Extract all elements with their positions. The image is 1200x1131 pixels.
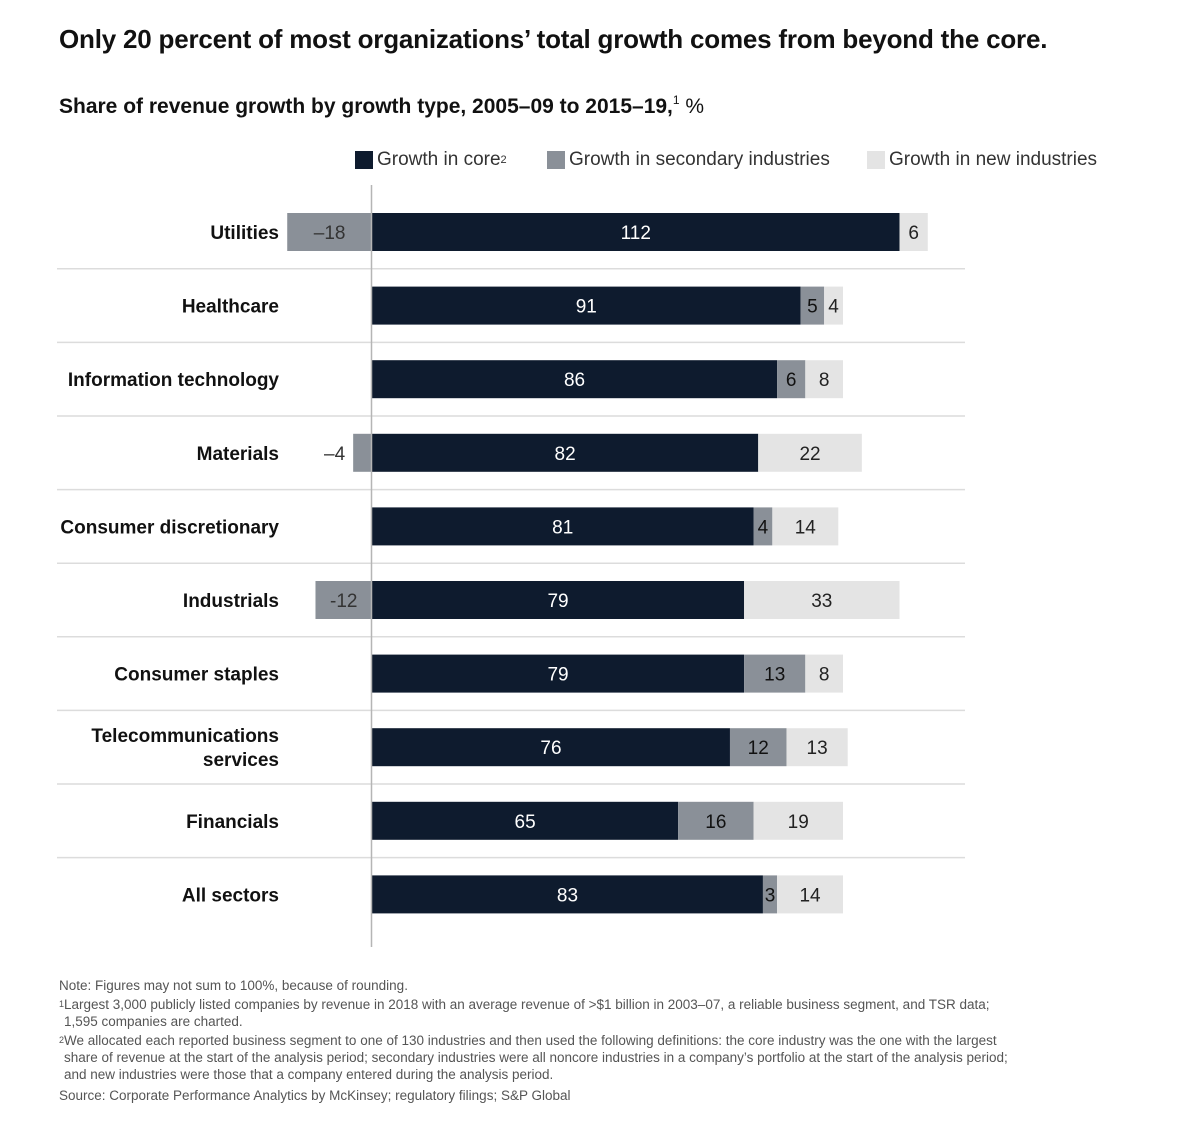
bar-secondary <box>753 507 773 546</box>
chart-title: Only 20 percent of most organizations’ t… <box>59 24 1048 54</box>
data-label-core: 79 <box>547 665 568 686</box>
bar-secondary <box>777 360 806 399</box>
data-label-new: 4 <box>828 297 839 318</box>
bar-core <box>372 654 745 693</box>
data-label-core: 82 <box>555 444 576 465</box>
legend-item-new: Growth in new industries <box>867 149 1097 171</box>
bar-core <box>372 801 679 840</box>
data-label-new: 6 <box>908 223 919 244</box>
category-label: Materials <box>197 444 279 465</box>
data-label-secondary: 6 <box>786 370 797 391</box>
legend-item-secondary: Growth in secondary industries <box>547 149 830 171</box>
data-label-new: 13 <box>807 738 828 759</box>
data-label-core: 65 <box>515 812 536 833</box>
bar-core <box>372 507 754 546</box>
data-label-new: 14 <box>799 885 821 906</box>
bar-secondary <box>287 213 372 251</box>
data-label-secondary: 16 <box>705 812 726 833</box>
data-label-secondary: 5 <box>807 297 818 318</box>
bar-new <box>753 801 843 840</box>
data-label-core: 81 <box>552 517 573 538</box>
data-label-core: 79 <box>547 591 568 612</box>
legend-label-secondary: Growth in secondary industries <box>569 149 830 170</box>
footnote-1-continued: 1,595 companies are charted. <box>64 1014 243 1029</box>
category-label: Consumer staples <box>114 665 279 686</box>
footnote-1: 1Largest 3,000 publicly listed companies… <box>59 996 1139 1013</box>
footnote-1-text: Largest 3,000 publicly listed companies … <box>64 997 990 1012</box>
legend-core-footnote-mark: 2 <box>500 154 507 166</box>
bar-core <box>372 360 778 399</box>
data-label-secondary: -12 <box>330 591 357 612</box>
data-label-new: 14 <box>795 517 817 538</box>
data-label-new: 8 <box>819 370 830 391</box>
category-label: Utilities <box>210 223 279 244</box>
category-label: Information technology <box>68 370 280 391</box>
data-label-new: 33 <box>811 591 832 612</box>
data-label-new: 8 <box>819 665 830 686</box>
chart-subtitle: Share of revenue growth by growth type, … <box>59 93 705 119</box>
bar-new <box>772 507 839 546</box>
category-label: Telecommunications <box>91 726 279 747</box>
category-label: services <box>203 750 279 771</box>
bar-new <box>899 213 928 251</box>
bar-core <box>372 286 801 325</box>
legend-label-core: Growth in core <box>377 149 501 170</box>
footnote-2-continued-2: and new industries were those that a com… <box>64 1067 554 1082</box>
data-label-core: 83 <box>557 885 578 906</box>
bar-new <box>805 360 843 399</box>
bar-new <box>777 875 843 914</box>
rounding-note: Note: Figures may not sum to 100%, becau… <box>59 978 408 993</box>
footnote-2-text: We allocated each reported business segm… <box>64 1033 997 1048</box>
bar-secondary <box>800 286 825 325</box>
data-label-secondary: 3 <box>765 885 776 906</box>
data-label-new: 22 <box>799 444 820 465</box>
category-label: Healthcare <box>182 297 279 318</box>
bar-new <box>786 728 848 767</box>
data-label-secondary: –18 <box>314 223 346 244</box>
bar-secondary <box>729 728 787 767</box>
data-label-secondary: 12 <box>748 738 769 759</box>
bar-new <box>824 286 843 325</box>
footnote-2: 2We allocated each reported business seg… <box>59 1032 1139 1049</box>
bar-new <box>744 581 900 619</box>
footnote-1-mark: 1 <box>59 999 65 1009</box>
chart-notes: Note: Figures may not sum to 100%, becau… <box>59 977 1139 1104</box>
bar-core <box>372 581 745 619</box>
data-label-core: 112 <box>621 223 651 244</box>
bar-core <box>372 213 900 251</box>
footnote-2-mark: 2 <box>59 1035 65 1045</box>
legend-label-new: Growth in new industries <box>889 149 1098 170</box>
bar-core <box>372 728 730 767</box>
legend-swatch-secondary <box>547 151 565 169</box>
data-label-core: 91 <box>576 297 597 318</box>
subtitle-unit: % <box>679 95 705 118</box>
legend-swatch-new <box>867 151 885 169</box>
bar-secondary <box>353 433 372 472</box>
category-label: All sectors <box>182 885 279 906</box>
data-label-secondary: 4 <box>758 517 769 538</box>
footnote-2-continued-1: share of revenue at the start of the ana… <box>64 1050 1008 1065</box>
bar-new <box>758 433 862 472</box>
category-label: Financials <box>186 812 279 833</box>
category-label: Consumer discretionary <box>60 517 279 538</box>
data-label-secondary: –4 <box>324 444 346 465</box>
legend-item-core: Growth in core 2 <box>355 149 507 171</box>
bar-core <box>372 433 759 472</box>
bar-secondary <box>744 654 806 693</box>
subtitle-footnote-mark: 1 <box>672 93 680 107</box>
subtitle-text: Share of revenue growth by growth type, … <box>59 95 673 118</box>
bar-new <box>805 654 843 693</box>
legend-swatch-core <box>355 151 373 169</box>
data-label-secondary: 13 <box>764 665 785 686</box>
source-note: Source: Corporate Performance Analytics … <box>59 1088 571 1103</box>
bar-secondary <box>762 875 778 914</box>
category-label: Industrials <box>183 591 279 612</box>
data-label-new: 19 <box>788 812 809 833</box>
data-label-core: 76 <box>540 738 561 759</box>
data-label-core: 86 <box>564 370 585 391</box>
bar-secondary <box>678 801 754 840</box>
bar-secondary <box>315 581 372 619</box>
bar-core <box>372 875 763 914</box>
